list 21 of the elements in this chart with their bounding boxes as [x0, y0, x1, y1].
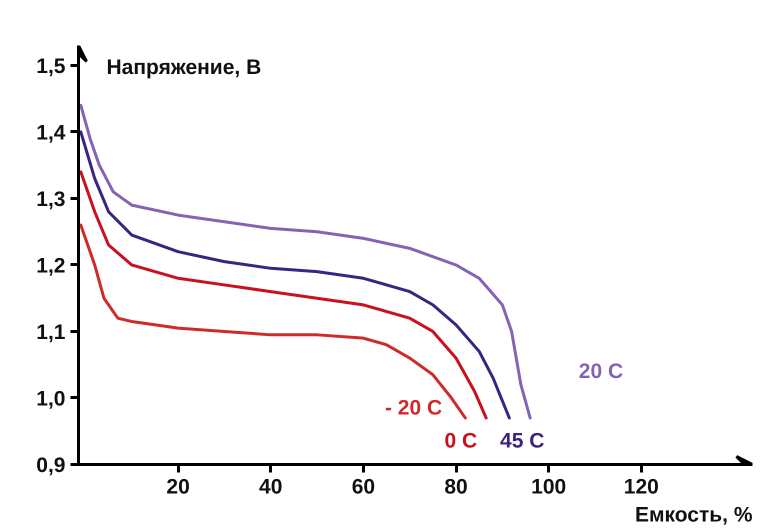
series-label: 45 C	[500, 430, 544, 453]
x-tick-label: 60	[352, 476, 376, 498]
x-tick-label: 40	[259, 476, 282, 498]
x-axis-title: Емкость, %	[634, 504, 753, 526]
y-tick-label: 1,5	[36, 54, 66, 78]
x-tick-label: 80	[444, 476, 468, 498]
line-series	[79, 224, 467, 420]
y-tick-label: 1,0	[36, 387, 66, 410]
y-tick-label: 1,2	[36, 254, 66, 278]
y-axis-title: Напряжение, В	[106, 56, 262, 79]
x-tick-label: 120	[624, 476, 659, 498]
x-tick-label: 100	[531, 476, 566, 498]
series-label: - 20 C	[384, 396, 442, 420]
text: 20 C	[578, 360, 624, 383]
y-tick-label: 0,9	[36, 454, 66, 477]
y-tick-label: 1,4	[36, 121, 66, 144]
series-label: 0 C	[444, 430, 478, 453]
y-tick-label: 1,1	[36, 320, 66, 344]
x-tick-label: 20	[166, 476, 190, 498]
line-series	[79, 170, 488, 420]
y-tick-label: 1,3	[36, 188, 66, 211]
